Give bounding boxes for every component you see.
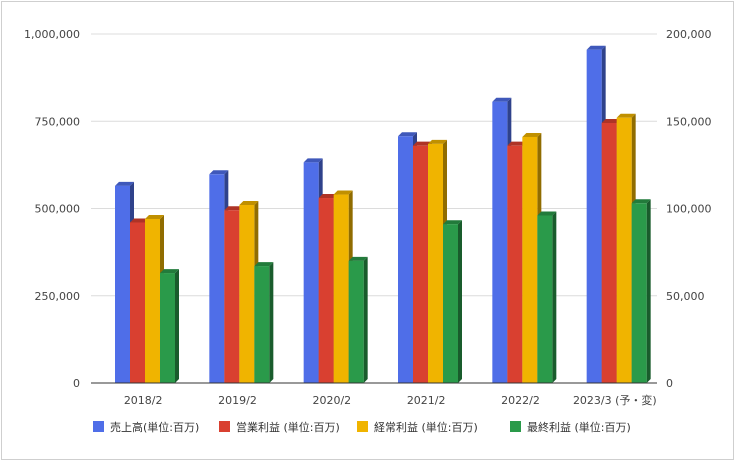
right-tick-label: 150,000 <box>666 115 712 128</box>
bar <box>537 211 557 383</box>
grid-lines <box>91 33 657 297</box>
right-tick-label: 50,000 <box>666 290 705 303</box>
left-tick-label: 0 <box>73 377 80 390</box>
category-label: 2018/2 <box>124 394 163 407</box>
category-label: 2020/2 <box>312 394 351 407</box>
legend-item: 売上高(単位:百万) <box>93 420 199 434</box>
legend-item: 最終利益 (単位:百万) <box>510 420 631 434</box>
bar <box>160 269 179 383</box>
bar <box>254 262 274 383</box>
legend-swatch <box>93 421 104 432</box>
legend-swatch <box>219 421 230 432</box>
left-tick-label: 1,000,000 <box>24 28 80 41</box>
bar <box>443 220 462 383</box>
category-label: 2021/2 <box>407 394 446 407</box>
bar <box>348 256 368 383</box>
legend-label: 売上高(単位:百万) <box>110 420 199 434</box>
right-tick-label: 0 <box>666 377 673 390</box>
category-labels: 2018/2 2019/2 2020/2 2021/2 2022/2 2023/3 (予・… <box>124 393 657 407</box>
legend-label: 経常利益 (単位:百万) <box>374 420 478 434</box>
right-tick-label: 200,000 <box>666 28 712 41</box>
left-tick-label: 750,000 <box>35 115 81 128</box>
left-axis-ticks: 0 250,000 500,000 750,000 1,000,000 <box>24 28 80 390</box>
legend-swatch <box>510 421 521 432</box>
bar-series <box>115 45 651 384</box>
legend-label: 最終利益 (単位:百万) <box>527 420 631 434</box>
category-label: 2023/3 (予・変) <box>573 393 657 407</box>
legend-item: 営業利益 (単位:百万) <box>219 420 340 434</box>
right-axis-ticks: 0 50,000 100,000 150,000 200,000 <box>666 28 712 390</box>
bar <box>631 199 651 383</box>
left-tick-label: 250,000 <box>35 290 81 303</box>
legend-item: 経常利益 (単位:百万) <box>357 420 478 434</box>
legend: 売上高(単位:百万) 営業利益 (単位:百万) 経常利益 (単位:百万) 最終利益 (… <box>93 420 631 434</box>
category-label: 2022/2 <box>501 394 540 407</box>
category-label: 2019/2 <box>218 394 257 407</box>
right-tick-label: 100,000 <box>666 203 712 216</box>
left-tick-label: 500,000 <box>35 203 81 216</box>
legend-swatch <box>357 421 368 432</box>
legend-label: 営業利益 (単位:百万) <box>236 420 340 434</box>
